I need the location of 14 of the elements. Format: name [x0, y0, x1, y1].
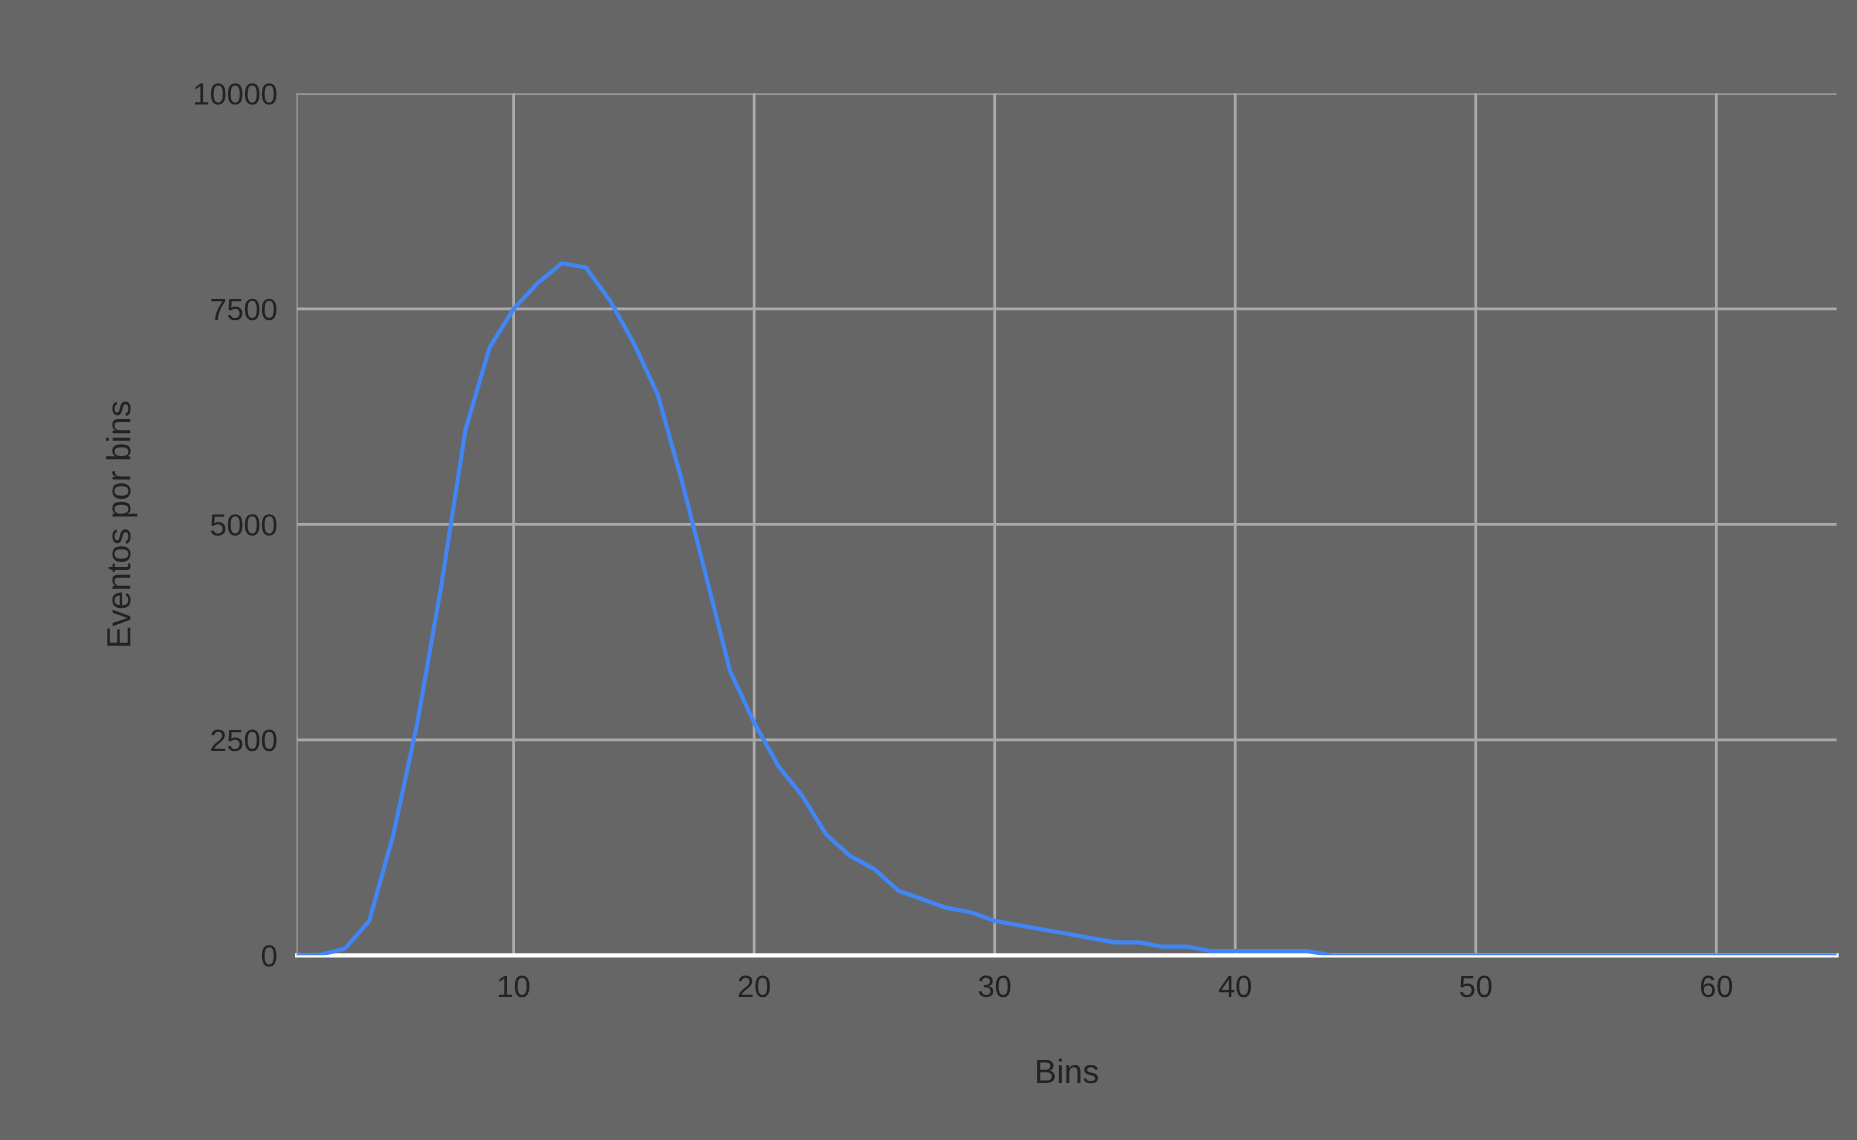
y-tick-label: 7500	[211, 298, 277, 321]
x-tick-label: 10	[498, 975, 530, 998]
x-tick-label: 50	[1459, 975, 1492, 998]
y-tick-label: 2500	[211, 729, 277, 752]
x-tick-label: 60	[1700, 975, 1733, 998]
y-axis-title: Eventos por bins	[106, 401, 138, 646]
x-tick-label: 40	[1218, 975, 1252, 998]
x-tick-label: 20	[738, 975, 770, 998]
line-series	[297, 261, 1837, 956]
y-tick-label: 0	[261, 945, 277, 967]
x-axis-title: Bins	[1037, 1058, 1099, 1084]
y-tick-label: 10000	[195, 83, 277, 105]
x-tick-label: 30	[978, 975, 1011, 998]
y-tick-label: 5000	[210, 514, 277, 536]
